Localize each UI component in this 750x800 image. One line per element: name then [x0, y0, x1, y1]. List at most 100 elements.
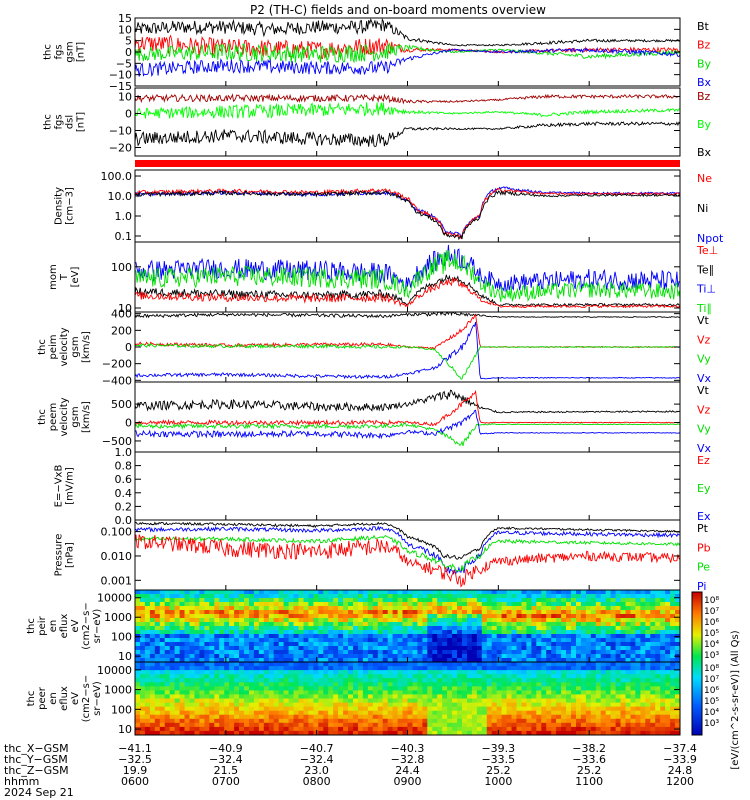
xaxis-value: −41.1	[118, 742, 152, 755]
spectrogram-cell	[660, 690, 666, 696]
y-axis-label: (cm2−s−	[81, 602, 92, 649]
spectrogram-cell	[452, 702, 458, 708]
spectrogram-cell	[268, 718, 275, 724]
spectrogram-cell	[234, 678, 240, 683]
spectrogram-cell	[462, 686, 468, 691]
y-axis-label: T	[59, 273, 70, 281]
spectrogram-cell	[204, 718, 210, 724]
y-axis-label: velocity	[59, 397, 70, 436]
spectrogram-cell	[422, 702, 428, 708]
xaxis-value: −32.8	[391, 753, 425, 766]
spectrogram-cell	[422, 718, 428, 724]
spectrogram-cell	[511, 626, 518, 631]
spectrogram-cell	[278, 598, 285, 603]
spectrogram-cell	[179, 654, 186, 659]
spectrogram-cell	[516, 666, 523, 671]
spectrogram-cell	[551, 666, 557, 671]
spectrogram-cell	[655, 614, 661, 619]
spectrogram-cell	[432, 706, 438, 712]
spectrogram-cell	[595, 690, 602, 696]
spectrogram-cell	[179, 594, 186, 599]
spectrogram-cell	[149, 694, 156, 700]
spectrogram-cell	[432, 646, 438, 651]
spectrogram-cell	[239, 626, 245, 631]
spectrogram-cell	[516, 706, 523, 712]
spectrogram-cell	[675, 590, 680, 595]
spectrogram-cell	[590, 694, 597, 700]
spectrogram-cell	[149, 602, 156, 607]
spectrogram-cell	[392, 690, 399, 696]
spectrogram-cell	[348, 602, 354, 607]
spectrogram-cell	[343, 634, 349, 639]
spectrogram-cell	[506, 614, 513, 619]
spectrogram-cell	[412, 662, 419, 667]
spectrogram-cell	[234, 638, 240, 643]
spectrogram-cell	[620, 590, 627, 595]
spectrogram-cell	[481, 598, 488, 603]
spectrogram-cell	[244, 678, 250, 683]
spectrogram-cell	[670, 666, 676, 671]
series-Bz	[135, 93, 680, 105]
spectrogram-cell	[585, 674, 592, 679]
spectrogram-cell	[442, 618, 448, 623]
spectrogram-cell	[263, 686, 270, 691]
spectrogram-cell	[402, 702, 409, 708]
spectrogram-cell	[268, 610, 275, 615]
spectrogram-cell	[397, 630, 404, 635]
spectrogram-cell	[234, 698, 240, 704]
colorbar-tick: 10⁷	[704, 675, 719, 685]
spectrogram-cell	[387, 602, 394, 607]
spectrogram-cell	[258, 686, 265, 691]
spectrogram-cell	[278, 662, 285, 667]
spectrogram-cell	[169, 654, 176, 659]
spectrogram-cell	[323, 614, 329, 619]
spectrogram-cell	[536, 698, 542, 704]
spectrogram-cell	[635, 650, 641, 655]
spectrogram-cell	[288, 658, 295, 662]
spectrogram-cell	[457, 706, 463, 712]
spectrogram-cell	[283, 658, 290, 662]
spectrogram-cell	[561, 706, 567, 712]
spectrogram-cell	[551, 658, 557, 662]
spectrogram-cell	[199, 674, 205, 679]
spectrogram-cell	[263, 650, 270, 655]
spectrogram-cell	[511, 666, 518, 671]
spectrogram-cell	[333, 610, 339, 615]
spectrogram-cell	[204, 722, 210, 728]
spectrogram-cell	[268, 598, 275, 603]
spectrogram-cell	[635, 626, 641, 631]
spectrogram-cell	[432, 726, 438, 732]
spectrogram-cell	[640, 614, 646, 619]
spectrogram-cell	[437, 638, 443, 643]
spectrogram-cell	[298, 594, 305, 599]
spectrogram-cell	[580, 662, 587, 667]
spectrogram-cell	[486, 690, 493, 696]
spectrogram-cell	[486, 646, 493, 651]
spectrogram-cell	[382, 658, 389, 662]
spectrogram-cell	[367, 626, 374, 631]
spectrogram-cell	[566, 726, 572, 732]
spectrogram-cell	[625, 606, 632, 611]
spectrogram-cell	[229, 658, 235, 662]
xaxis-value: 19.9	[123, 764, 148, 777]
spectrogram-cell	[209, 686, 215, 691]
spectrogram-cell	[615, 646, 622, 651]
spectrogram-cell	[452, 666, 458, 671]
spectrogram-cell	[660, 726, 666, 732]
spectrogram-cell	[447, 658, 453, 662]
spectrogram-cell	[253, 594, 260, 599]
spectrogram-cell	[204, 630, 210, 635]
spectrogram-cell	[392, 630, 399, 635]
spectrogram-cell	[194, 610, 201, 615]
spectrogram-cell	[471, 598, 478, 603]
spectrogram-cell	[412, 642, 419, 647]
spectrogram-cell	[605, 662, 612, 667]
spectrogram-cell	[635, 630, 641, 635]
spectrogram-cell	[556, 610, 562, 615]
spectrogram-cell	[323, 646, 329, 651]
spectrogram-cell	[249, 654, 255, 659]
spectrogram-cell	[531, 598, 537, 603]
spectrogram-cell	[605, 654, 612, 659]
spectrogram-cell	[427, 626, 433, 631]
spectrogram-cell	[308, 658, 314, 662]
